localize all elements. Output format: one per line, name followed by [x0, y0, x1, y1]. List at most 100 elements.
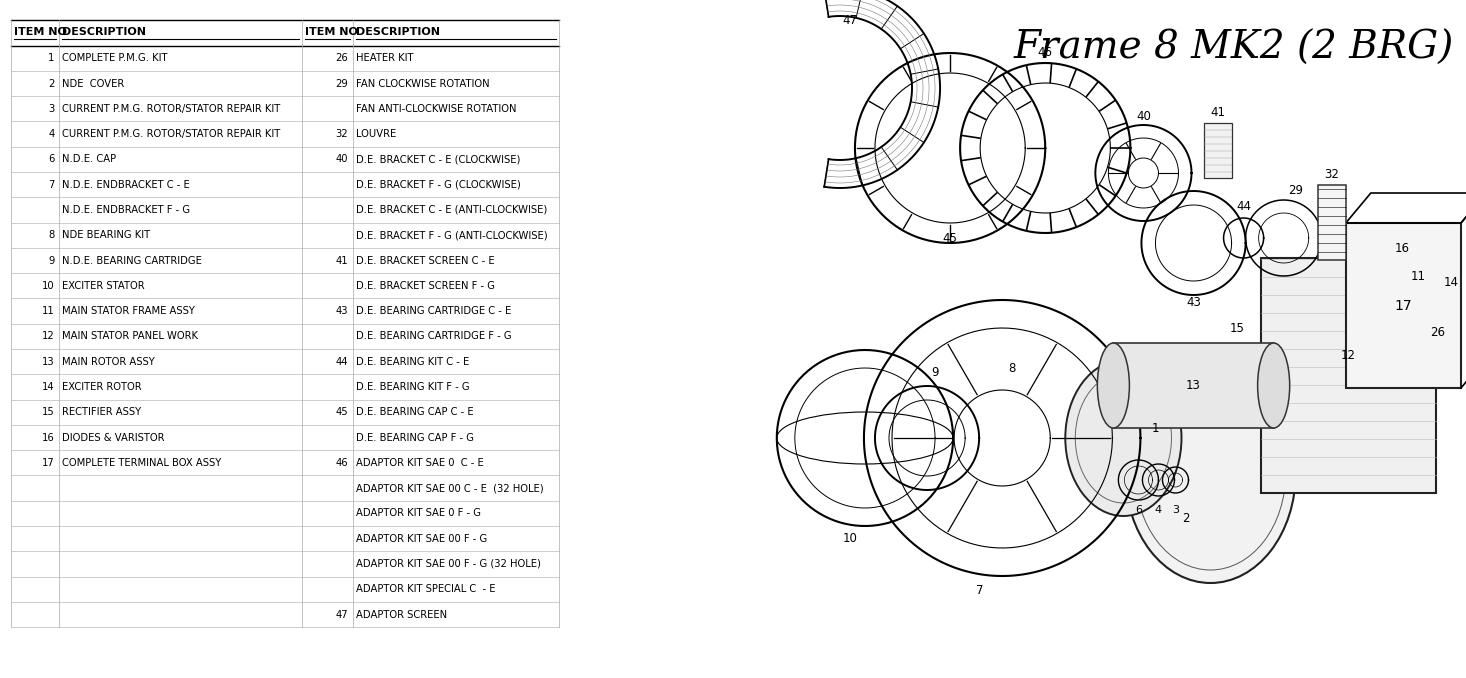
- Text: 16: 16: [43, 433, 54, 443]
- Text: ADAPTOR SCREEN: ADAPTOR SCREEN: [356, 610, 447, 620]
- Text: MAIN STATOR FRAME ASSY: MAIN STATOR FRAME ASSY: [62, 306, 195, 316]
- Text: 8: 8: [48, 231, 54, 240]
- Text: COMPLETE TERMINAL BOX ASSY: COMPLETE TERMINAL BOX ASSY: [62, 458, 221, 468]
- Text: 3: 3: [48, 104, 54, 114]
- Text: D.E. BRACKET SCREEN C - E: D.E. BRACKET SCREEN C - E: [356, 256, 494, 266]
- Text: N.D.E. CAP: N.D.E. CAP: [62, 155, 116, 164]
- Text: NDE  COVER: NDE COVER: [62, 79, 125, 89]
- Text: D.E. BRACKET F - G (CLOCKWISE): D.E. BRACKET F - G (CLOCKWISE): [356, 180, 520, 190]
- Text: 41: 41: [336, 256, 349, 266]
- Text: 6: 6: [1135, 505, 1142, 515]
- Text: 46: 46: [1038, 47, 1053, 60]
- Text: 40: 40: [336, 155, 349, 164]
- Text: D.E. BRACKET F - G (ANTI-CLOCKWISE): D.E. BRACKET F - G (ANTI-CLOCKWISE): [356, 231, 547, 240]
- Text: ITEM NO: ITEM NO: [305, 26, 358, 37]
- Text: 9: 9: [48, 256, 54, 266]
- Text: DESCRIPTION: DESCRIPTION: [62, 26, 147, 37]
- Text: DESCRIPTION: DESCRIPTION: [356, 26, 440, 37]
- Text: 43: 43: [336, 306, 349, 316]
- Text: D.E. BEARING CAP F - G: D.E. BEARING CAP F - G: [356, 433, 474, 443]
- Ellipse shape: [1126, 363, 1296, 583]
- Text: D.E. BEARING KIT F - G: D.E. BEARING KIT F - G: [356, 382, 469, 392]
- Text: 45: 45: [336, 407, 349, 417]
- Text: ADAPTOR KIT SAE 0  C - E: ADAPTOR KIT SAE 0 C - E: [356, 458, 484, 468]
- Text: 15: 15: [43, 407, 54, 417]
- Text: ITEM NO: ITEM NO: [15, 26, 67, 37]
- Text: ADAPTOR KIT SAE 00 F - G (32 HOLE): ADAPTOR KIT SAE 00 F - G (32 HOLE): [356, 559, 541, 569]
- Text: 11: 11: [43, 306, 54, 316]
- Text: 44: 44: [1236, 199, 1250, 212]
- Text: D.E. BRACKET SCREEN F - G: D.E. BRACKET SCREEN F - G: [356, 281, 494, 291]
- Text: FAN CLOCKWISE ROTATION: FAN CLOCKWISE ROTATION: [356, 79, 490, 89]
- Text: 12: 12: [1341, 349, 1356, 362]
- Text: D.E. BEARING CAP C - E: D.E. BEARING CAP C - E: [356, 407, 474, 417]
- Text: N.D.E. BEARING CARTRIDGE: N.D.E. BEARING CARTRIDGE: [62, 256, 202, 266]
- Text: HEATER KIT: HEATER KIT: [356, 54, 413, 63]
- Text: 4: 4: [48, 129, 54, 139]
- Text: 26: 26: [1431, 327, 1445, 340]
- Text: LOUVRE: LOUVRE: [356, 129, 396, 139]
- Text: MAIN STATOR PANEL WORK: MAIN STATOR PANEL WORK: [62, 332, 198, 342]
- Text: 16: 16: [1394, 241, 1409, 254]
- Text: ADAPTOR KIT SAE 0 F - G: ADAPTOR KIT SAE 0 F - G: [356, 508, 481, 519]
- Bar: [1113, 343, 1274, 428]
- Ellipse shape: [1066, 360, 1182, 516]
- Text: 9: 9: [931, 367, 938, 380]
- Bar: [1261, 258, 1435, 493]
- Bar: [1346, 223, 1462, 388]
- Text: EXCITER STATOR: EXCITER STATOR: [62, 281, 145, 291]
- Text: 44: 44: [336, 357, 349, 367]
- Text: 12: 12: [43, 332, 54, 342]
- Text: 8: 8: [1009, 361, 1016, 374]
- Text: 29: 29: [336, 79, 349, 89]
- Text: FAN ANTI-CLOCKWISE ROTATION: FAN ANTI-CLOCKWISE ROTATION: [356, 104, 516, 114]
- Text: 7: 7: [48, 180, 54, 190]
- Text: 40: 40: [1136, 110, 1151, 123]
- Text: 32: 32: [1324, 169, 1340, 182]
- Text: 43: 43: [1186, 296, 1201, 309]
- Text: 1: 1: [1152, 422, 1160, 435]
- Text: 3: 3: [1171, 505, 1179, 515]
- Text: D.E. BEARING KIT C - E: D.E. BEARING KIT C - E: [356, 357, 469, 367]
- Text: MAIN ROTOR ASSY: MAIN ROTOR ASSY: [62, 357, 155, 367]
- Text: 10: 10: [43, 281, 54, 291]
- Text: 7: 7: [976, 584, 984, 597]
- Text: 17: 17: [43, 458, 54, 468]
- Text: 4: 4: [1155, 505, 1163, 515]
- Text: RECTIFIER ASSY: RECTIFIER ASSY: [62, 407, 141, 417]
- Text: D.E. BRACKET C - E (CLOCKWISE): D.E. BRACKET C - E (CLOCKWISE): [356, 155, 520, 164]
- Text: 41: 41: [1209, 106, 1226, 119]
- Text: 17: 17: [1394, 298, 1412, 313]
- Text: 47: 47: [336, 610, 349, 620]
- Text: 1: 1: [48, 54, 54, 63]
- Text: 14: 14: [43, 382, 54, 392]
- Ellipse shape: [1258, 343, 1290, 428]
- Text: 29: 29: [1289, 184, 1303, 197]
- Text: 32: 32: [336, 129, 349, 139]
- Text: 2: 2: [48, 79, 54, 89]
- Text: 11: 11: [1410, 269, 1425, 283]
- Bar: [1318, 185, 1346, 260]
- Bar: [1204, 123, 1231, 178]
- Text: ADAPTOR KIT SPECIAL C  - E: ADAPTOR KIT SPECIAL C - E: [356, 584, 496, 594]
- Text: N.D.E. ENDBRACKET F - G: N.D.E. ENDBRACKET F - G: [62, 205, 191, 215]
- Text: D.E. BRACKET C - E (ANTI-CLOCKWISE): D.E. BRACKET C - E (ANTI-CLOCKWISE): [356, 205, 547, 215]
- Ellipse shape: [1098, 343, 1129, 428]
- Text: CURRENT P.M.G. ROTOR/STATOR REPAIR KIT: CURRENT P.M.G. ROTOR/STATOR REPAIR KIT: [62, 104, 280, 114]
- Text: N.D.E. ENDBRACKET C - E: N.D.E. ENDBRACKET C - E: [62, 180, 189, 190]
- Text: 14: 14: [1444, 277, 1459, 290]
- Text: 15: 15: [1230, 321, 1245, 334]
- Text: 2: 2: [1182, 511, 1189, 525]
- Text: ADAPTOR KIT SAE 00 F - G: ADAPTOR KIT SAE 00 F - G: [356, 534, 487, 544]
- Text: D.E. BEARING CARTRIDGE F - G: D.E. BEARING CARTRIDGE F - G: [356, 332, 512, 342]
- Text: 6: 6: [48, 155, 54, 164]
- Text: NDE BEARING KIT: NDE BEARING KIT: [62, 231, 150, 240]
- Text: 13: 13: [43, 357, 54, 367]
- Text: 26: 26: [336, 54, 349, 63]
- Text: 13: 13: [1186, 379, 1201, 392]
- Text: COMPLETE P.M.G. KIT: COMPLETE P.M.G. KIT: [62, 54, 167, 63]
- Text: 46: 46: [336, 458, 349, 468]
- Text: 47: 47: [843, 14, 858, 26]
- Text: DIODES & VARISTOR: DIODES & VARISTOR: [62, 433, 164, 443]
- Text: EXCITER ROTOR: EXCITER ROTOR: [62, 382, 142, 392]
